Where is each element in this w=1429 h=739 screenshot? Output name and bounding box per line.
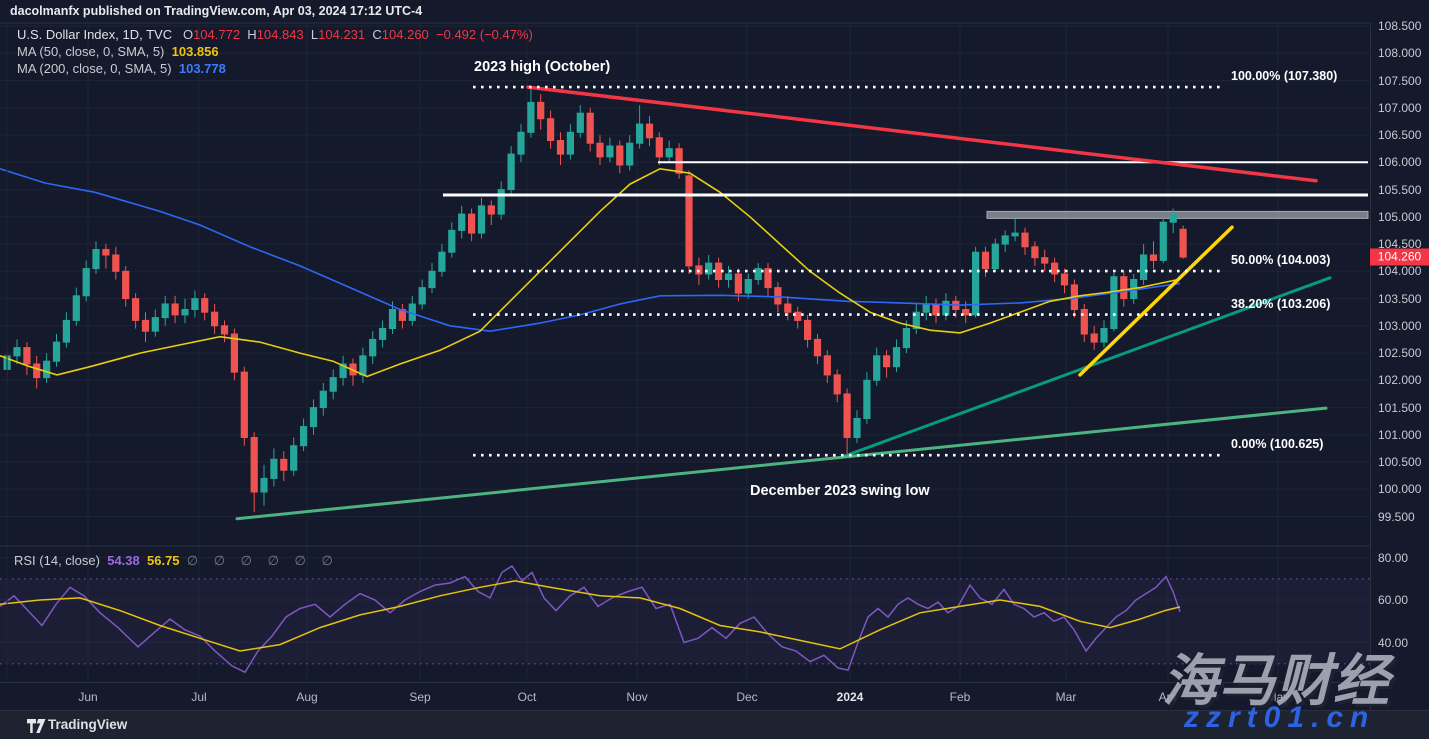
- axis-tick-label: 107.000: [1378, 100, 1422, 115]
- axis-tick-label: 102.000: [1378, 373, 1422, 388]
- axis-tick-label: 106.000: [1378, 155, 1422, 170]
- axis-tick-label: 105.000: [1378, 209, 1422, 224]
- ohlc-open-label: O: [182, 27, 194, 42]
- rsi-empty-values: ∅ ∅ ∅ ∅ ∅ ∅: [186, 553, 339, 568]
- candles-up: [3, 87, 1177, 506]
- time-tick-label: Oct: [517, 690, 537, 704]
- text-annotation: 2023 high (October): [474, 59, 611, 75]
- axis-tick-label: 103.000: [1378, 318, 1422, 333]
- time-tick-label: May: [1266, 690, 1290, 704]
- rsi-value: 54.38: [107, 553, 140, 568]
- ohlc-close-label: C: [372, 27, 382, 42]
- candles-down: [23, 94, 1187, 513]
- time-tick-label: Feb: [949, 690, 971, 704]
- axis-tick-label: 60.00: [1378, 593, 1409, 607]
- ohlc-high-label: H: [247, 27, 257, 42]
- fib-label: 38.20% (103.206): [1231, 296, 1331, 311]
- ohlc-open-value: 104.772: [193, 27, 241, 42]
- time-tick-label: Jul: [191, 690, 207, 704]
- time-tick-label: Mar: [1055, 690, 1077, 704]
- axis-tick-label: 107.500: [1378, 73, 1422, 88]
- time-tick-label: Nov: [626, 690, 648, 704]
- tradingview-brand-text[interactable]: TradingView: [48, 717, 128, 732]
- ma50-legend-row[interactable]: MA (50, close, 0, SMA, 5) 103.856: [17, 44, 219, 59]
- time-tick-label: Apr: [1158, 690, 1178, 704]
- axis-tick-label: 40.00: [1378, 635, 1409, 650]
- time-tick-label: Aug: [296, 690, 318, 704]
- descending-resistance: [526, 85, 1318, 183]
- publish-header: dacolmanfx published on TradingView.com,…: [10, 4, 423, 18]
- axis-tick-label: 80.00: [1378, 550, 1409, 565]
- axis-tick-label: 101.500: [1378, 400, 1422, 415]
- resistance-box: [986, 210, 1369, 219]
- ma200-line: [0, 168, 1181, 333]
- time-axis[interactable]: Jun Jul Aug Sep Oct Nov Dec 2024 Feb Mar Apr May: [0, 682, 1370, 711]
- fib-label: 100.00% (107.380): [1231, 69, 1338, 84]
- ma200-legend-row[interactable]: MA (200, close, 0, SMA, 5) 103.778: [17, 61, 226, 76]
- time-tick-label: 2024: [836, 690, 864, 704]
- time-tick-label: Dec: [736, 690, 758, 704]
- axis-tick-label: 100.500: [1378, 455, 1422, 470]
- fib-label: 0.00% (100.625): [1231, 437, 1324, 452]
- rsi-label: RSI (14, close): [14, 553, 100, 568]
- axis-tick-label: 104.000: [1378, 264, 1422, 279]
- ohlc-low-value: 104.231: [318, 27, 366, 42]
- rsi-ma-line: [0, 580, 1181, 652]
- time-tick-label: Jun: [78, 690, 98, 704]
- rsi-ma-value: 56.75: [147, 553, 180, 568]
- symbol-title: U.S. Dollar Index, 1D, TVC: [17, 27, 173, 42]
- change-value: −0.492 (−0.47%): [436, 27, 533, 42]
- axis-tick-label: 104.500: [1378, 237, 1422, 252]
- tradingview-logo-icon[interactable]: [27, 718, 46, 739]
- fib-label: 50.00% (104.003): [1231, 253, 1331, 268]
- ma50-value: 103.856: [171, 44, 219, 59]
- ohlc-high-value: 104.843: [256, 27, 304, 42]
- axis-tick-label: 106.500: [1378, 128, 1422, 143]
- long-term-support: [235, 406, 1328, 521]
- axis-tick-label: 108.500: [1378, 19, 1422, 33]
- chart-canvas[interactable]: [0, 0, 1370, 682]
- last-price-badge: 104.260: [1370, 248, 1429, 266]
- bottom-toolbar: TradingView: [0, 710, 1429, 739]
- axis-tick-label: 99.500: [1378, 509, 1415, 524]
- text-annotation: December 2023 swing low: [750, 483, 930, 499]
- axis-tick-label: 101.000: [1378, 427, 1422, 442]
- axis-tick-label: 103.500: [1378, 291, 1422, 306]
- short-term-momentum: [1078, 225, 1234, 377]
- symbol-legend-row[interactable]: U.S. Dollar Index, 1D, TVC O104.772 H104…: [17, 27, 533, 42]
- rsi-line: [0, 564, 1181, 674]
- time-tick-label: Sep: [409, 690, 431, 704]
- axis-tick-label: 102.500: [1378, 346, 1422, 361]
- ma50-label: MA (50, close, 0, SMA, 5): [17, 44, 165, 59]
- ohlc-close-value: 104.260: [381, 27, 429, 42]
- ma200-value: 103.778: [178, 61, 226, 76]
- rsi-legend-row[interactable]: RSI (14, close) 54.38 56.75 ∅ ∅ ∅ ∅ ∅ ∅: [14, 553, 339, 569]
- axis-tick-label: 108.000: [1378, 46, 1422, 61]
- axis-tick-label: 105.500: [1378, 182, 1422, 197]
- ma200-label: MA (200, close, 0, SMA, 5): [17, 61, 172, 76]
- price-axis[interactable]: [1370, 23, 1429, 710]
- ohlc-low-label: L: [310, 27, 319, 42]
- ma50-line: [0, 167, 1181, 378]
- axis-tick-label: 100.000: [1378, 482, 1422, 497]
